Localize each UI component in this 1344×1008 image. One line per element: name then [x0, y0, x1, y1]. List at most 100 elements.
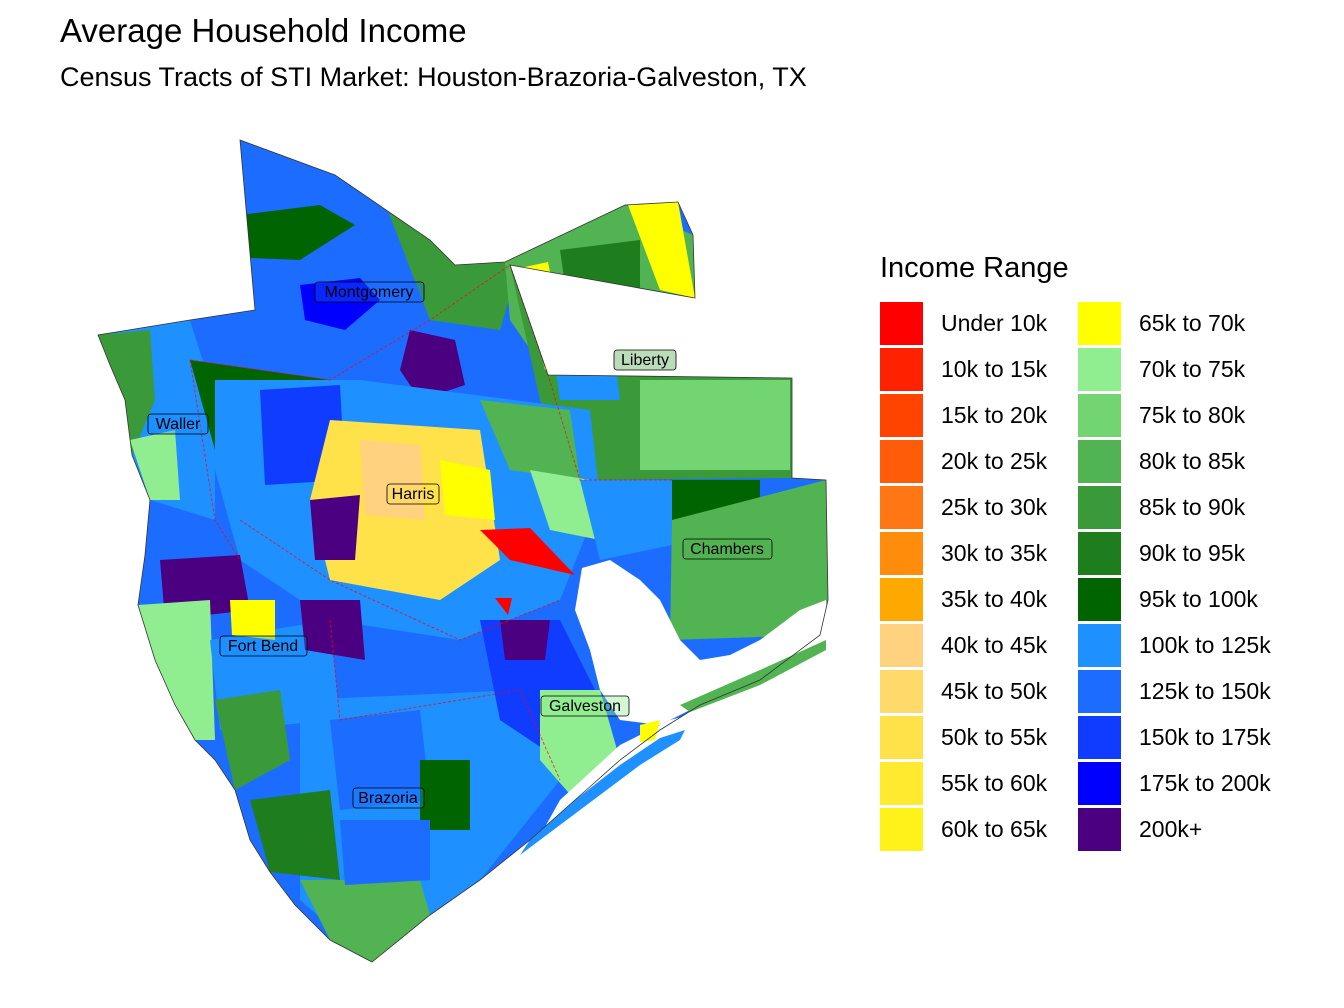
legend-swatch	[880, 531, 923, 575]
market-outline	[97, 139, 829, 963]
liberty-light	[640, 380, 790, 470]
county-label-text: Waller	[156, 416, 201, 433]
map-subtitle: Census Tracts of STI Market: Houston-Bra…	[60, 62, 807, 92]
legend-swatch	[1078, 439, 1121, 483]
legend-swatch	[1078, 531, 1121, 575]
legend-swatch	[1078, 347, 1121, 391]
county-label-fort-bend: Fort Bend	[219, 635, 308, 657]
legend-swatch	[880, 623, 923, 667]
legend-swatch	[1078, 715, 1121, 759]
legend-item: 30k to 35k	[880, 530, 1047, 576]
county-boundaries	[189, 264, 672, 781]
legend-label: 90k to 95k	[1139, 539, 1246, 566]
legend-item: 150k to 175k	[1078, 714, 1271, 760]
legend-label: 85k to 90k	[1139, 493, 1246, 520]
legend-item: 55k to 60k	[880, 760, 1047, 806]
legend-label: 30k to 35k	[941, 539, 1048, 566]
legend-label: 15k to 20k	[941, 401, 1048, 428]
county-label-harris: Harris	[386, 483, 440, 505]
legend-swatch	[880, 439, 923, 483]
waller-light	[130, 430, 180, 500]
legend-swatch	[880, 807, 923, 851]
fort-bend-east-purple	[300, 600, 365, 660]
legend-swatch	[1078, 393, 1121, 437]
legend-item: 15k to 20k	[880, 392, 1047, 438]
legend-label: 50k to 55k	[941, 723, 1048, 750]
county-label-text: Brazoria	[358, 790, 418, 807]
county-label-box	[219, 635, 308, 657]
legend-item: 90k to 95k	[1078, 530, 1245, 576]
montgomery-green	[240, 205, 355, 260]
waller-boundary	[189, 359, 241, 561]
county-label-box	[386, 483, 440, 505]
legend-item: 85k to 90k	[1078, 484, 1245, 530]
brazoria-dark	[420, 760, 470, 830]
liberty-dark	[560, 240, 640, 330]
harris-core-yellow	[440, 460, 495, 520]
legend-swatch	[1078, 577, 1121, 621]
legend-item: 10k to 15k	[880, 346, 1047, 392]
income-choropleth-map: Montgomery Liberty Waller Harris Chamber…	[97, 139, 829, 963]
legend-swatch	[880, 485, 923, 529]
legend-label: 200k+	[1139, 815, 1203, 842]
legend-label: 60k to 65k	[941, 815, 1048, 842]
county-label-box	[540, 695, 630, 717]
legend-item: 35k to 40k	[880, 576, 1047, 622]
fort-bend-south	[215, 690, 290, 790]
legend-label: 55k to 60k	[941, 769, 1048, 796]
harris-red-small	[495, 598, 512, 615]
county-label-text: Liberty	[621, 352, 669, 369]
legend-item: 45k to 50k	[880, 668, 1047, 714]
brazoria-boundary	[329, 619, 561, 781]
legend-label: 25k to 30k	[941, 493, 1048, 520]
montgomery-purple	[400, 330, 465, 400]
legend-item: 70k to 75k	[1078, 346, 1245, 392]
montgomery-boundary	[189, 264, 511, 381]
liberty-boundary	[509, 264, 672, 481]
map-title: Average Household Income	[60, 12, 467, 49]
legend-item: 50k to 55k	[880, 714, 1047, 760]
waller-west	[98, 330, 155, 455]
county-label-text: Chambers	[690, 541, 764, 558]
legend-swatch	[1078, 669, 1121, 713]
brazoria-south-blue	[340, 820, 430, 885]
legend-item: 20k to 25k	[880, 438, 1047, 484]
brazoria-southwest	[250, 790, 340, 880]
legend-label: 150k to 175k	[1139, 723, 1271, 750]
liberty-blue	[550, 320, 620, 400]
liberty-yellow-east	[628, 202, 695, 298]
chambers-tracts	[670, 480, 828, 640]
legend-label: Under 10k	[941, 309, 1048, 336]
legend-swatch	[1078, 761, 1121, 805]
legend-swatch	[880, 715, 923, 759]
legend-swatch	[880, 669, 923, 713]
fort-bend-yellow	[230, 600, 275, 640]
county-label-liberty: Liberty	[613, 349, 677, 371]
legend-swatch	[880, 301, 923, 345]
island-yellow-tract	[640, 720, 660, 742]
harris-core-orange	[360, 440, 425, 520]
legend-item: 40k to 45k	[880, 622, 1047, 668]
county-label-box	[314, 281, 425, 303]
legend-label: 70k to 75k	[1139, 355, 1246, 382]
county-label-box	[147, 413, 209, 435]
legend-swatch	[1078, 301, 1121, 345]
galveston-island	[520, 730, 685, 855]
county-label-text: Montgomery	[325, 284, 414, 301]
legend-item: 175k to 200k	[1078, 760, 1271, 806]
fort-bend-west	[138, 600, 215, 740]
legend-label: 40k to 45k	[941, 631, 1048, 658]
legend-swatch	[1078, 807, 1121, 851]
brazoria-coast	[300, 880, 430, 962]
legend-swatch	[1078, 623, 1121, 667]
legend-label: 35k to 40k	[941, 585, 1048, 612]
legend-swatch	[880, 577, 923, 621]
galveston-bay	[575, 560, 828, 725]
legend-item: 95k to 100k	[1078, 576, 1258, 622]
legend-label: 125k to 150k	[1139, 677, 1271, 704]
legend-swatch	[880, 347, 923, 391]
harris-west-purple	[310, 495, 360, 560]
county-label-galveston: Galveston	[540, 695, 630, 717]
legend-swatch	[1078, 485, 1121, 529]
county-label-text: Fort Bend	[228, 638, 298, 655]
